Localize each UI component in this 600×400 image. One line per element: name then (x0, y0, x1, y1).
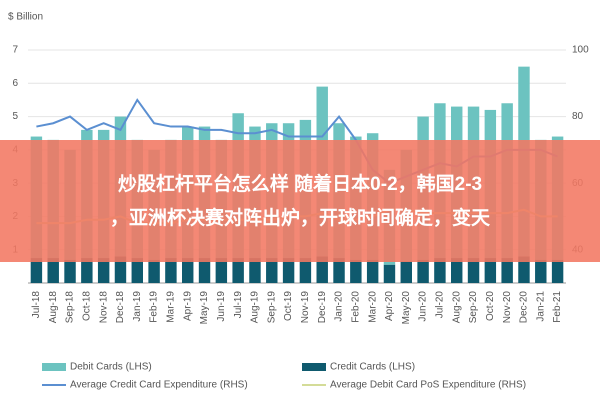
bar (551, 259, 564, 283)
bar (47, 258, 59, 283)
y2-tick-label: 80 (572, 111, 584, 122)
y-tick-label: 6 (12, 78, 18, 89)
bar (535, 259, 547, 283)
overlay-banner (0, 140, 600, 262)
bar (131, 258, 143, 283)
x-tick-label: Feb-19 (149, 291, 160, 323)
legend-swatch (42, 363, 66, 371)
x-tick-label: Feb-20 (350, 291, 361, 323)
bar (232, 258, 244, 283)
overlay-text: 炒股杠杆平台怎么样 随着日本0-2，韩国2-3 (118, 172, 482, 195)
bar (282, 258, 295, 283)
bar (266, 258, 278, 283)
bar (501, 258, 513, 283)
bar (182, 258, 194, 283)
x-tick-label: Apr-19 (182, 291, 193, 321)
bar (366, 259, 379, 283)
x-tick-label: Nov-20 (502, 291, 513, 324)
legend-swatch (302, 363, 326, 371)
x-tick-label: Aug-19 (250, 291, 261, 324)
x-tick-label: May-19 (199, 291, 210, 325)
y-axis-title: $ Billion (8, 12, 43, 23)
x-tick-label: Nov-19 (300, 291, 311, 324)
bar (333, 258, 345, 283)
bar (114, 256, 127, 283)
x-tick-label: Dec-19 (317, 291, 328, 324)
bar (417, 259, 429, 283)
legend-label: Average Credit Card Expenditure (RHS) (70, 380, 248, 391)
bar (30, 258, 43, 283)
bar (451, 258, 463, 283)
x-tick-label: Jun-19 (216, 291, 227, 322)
legend-label: Credit Cards (LHS) (330, 362, 415, 373)
x-tick-label: Feb-21 (552, 291, 563, 323)
x-tick-label: May-20 (401, 291, 412, 325)
bar (81, 258, 93, 283)
bar (249, 258, 261, 283)
y-tick-label: 5 (12, 111, 18, 122)
x-tick-label: Mar-20 (367, 291, 378, 323)
bar (198, 258, 211, 283)
x-tick-label: Nov-18 (98, 291, 109, 324)
bar (467, 258, 480, 283)
y-tick-label: 7 (12, 45, 18, 56)
x-tick-label: Dec-18 (115, 291, 126, 324)
x-tick-label: Jun-20 (418, 291, 429, 322)
x-tick-label: Jul-19 (233, 291, 244, 319)
bar (400, 261, 412, 283)
bar (64, 259, 76, 283)
bar (484, 258, 497, 283)
x-tick-label: Oct-19 (283, 291, 294, 321)
x-tick-label: Dec-20 (519, 291, 530, 324)
bar (299, 258, 312, 283)
x-tick-label: Mar-19 (166, 291, 177, 323)
x-tick-label: Apr-20 (384, 291, 395, 321)
x-tick-label: Oct-18 (81, 291, 92, 321)
y2-tick-label: 100 (572, 45, 589, 56)
bar (148, 259, 160, 283)
legend-label: Debit Cards (LHS) (70, 362, 152, 373)
x-tick-label: Sep-19 (266, 291, 277, 324)
x-tick-label: Oct-20 (485, 291, 496, 321)
x-tick-label: Aug-18 (48, 291, 59, 324)
bar (316, 256, 328, 283)
bar (215, 258, 228, 283)
x-tick-label: Jul-20 (435, 291, 446, 319)
x-tick-label: Sep-20 (468, 291, 479, 324)
x-tick-label: Jan-21 (535, 291, 546, 322)
bar (518, 256, 530, 283)
x-tick-label: Aug-20 (451, 291, 462, 324)
bar (165, 258, 177, 283)
x-tick-label: Jul-18 (31, 291, 42, 319)
bar (97, 258, 110, 283)
bar (383, 264, 396, 283)
legend-label: Average Debit Card PoS Expenditure (RHS) (330, 380, 526, 391)
x-tick-label: Jan-19 (132, 291, 143, 322)
x-tick-label: Jan-20 (334, 291, 345, 322)
bar (434, 258, 446, 283)
x-tick-label: Sep-18 (65, 291, 76, 324)
bar (350, 259, 362, 283)
overlay-text: ，亚洲杯决赛对阵出炉，开球时间确定，变天 (110, 206, 491, 229)
